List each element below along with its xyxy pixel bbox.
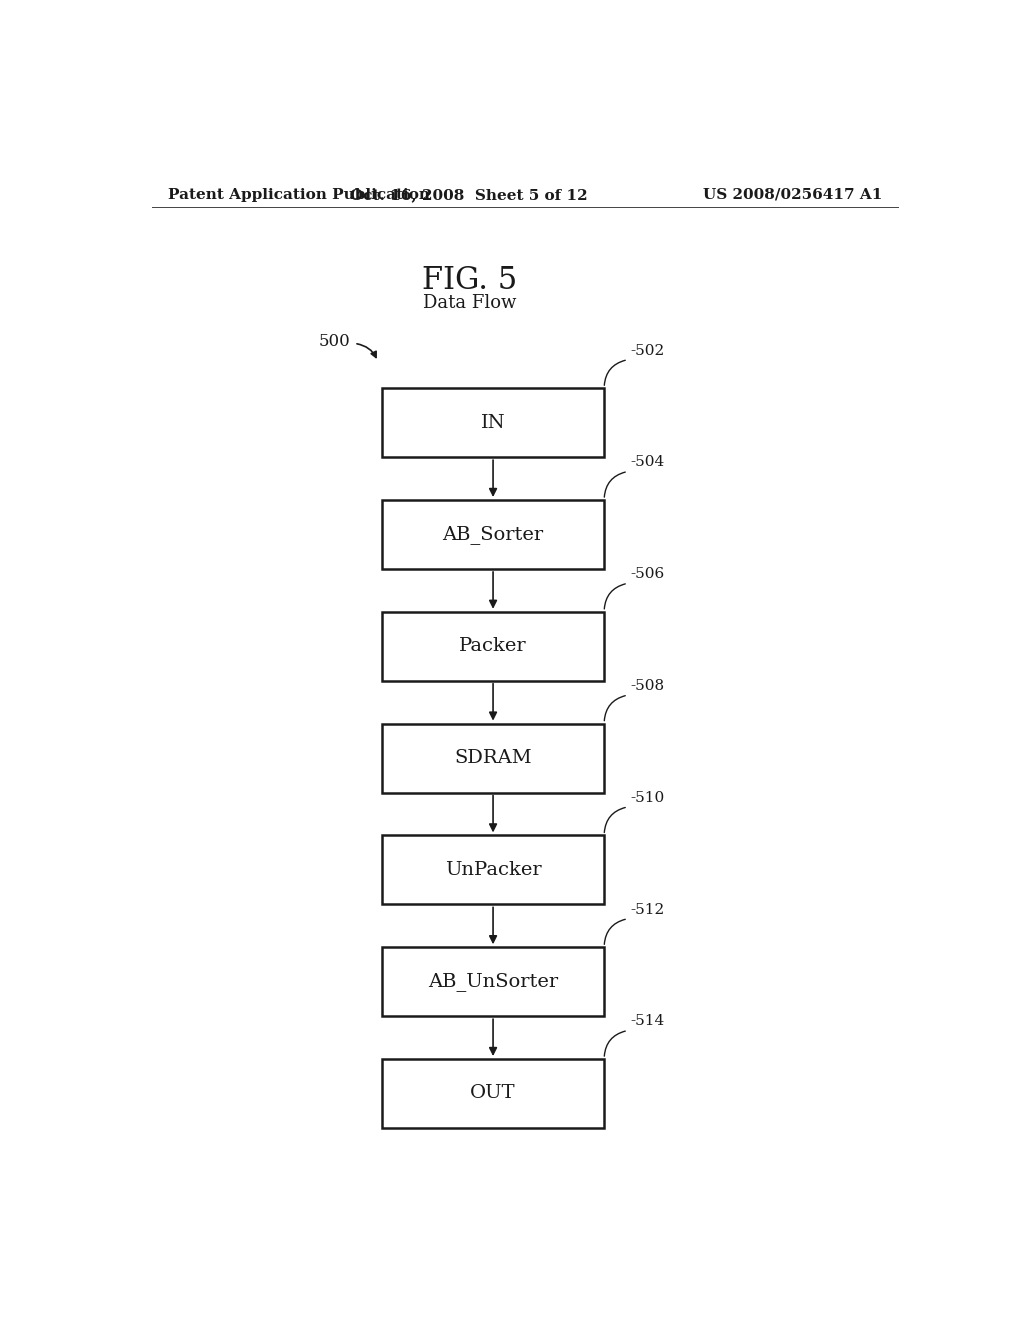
Text: Oct. 16, 2008  Sheet 5 of 12: Oct. 16, 2008 Sheet 5 of 12	[350, 187, 588, 202]
Text: IN: IN	[480, 413, 506, 432]
Text: -508: -508	[631, 678, 665, 693]
Bar	[382, 836, 604, 904]
Text: 500: 500	[318, 333, 350, 350]
Bar	[382, 948, 604, 1016]
Text: -512: -512	[631, 903, 665, 916]
Text: -502: -502	[631, 343, 665, 358]
Text: Patent Application Publication: Patent Application Publication	[168, 187, 430, 202]
Text: -510: -510	[631, 791, 665, 805]
Text: -504: -504	[631, 455, 665, 470]
Bar	[382, 723, 604, 792]
Text: SDRAM: SDRAM	[455, 748, 531, 767]
Text: AB_UnSorter: AB_UnSorter	[428, 973, 558, 991]
Text: OUT: OUT	[470, 1085, 516, 1102]
Text: -506: -506	[631, 568, 665, 581]
Text: UnPacker: UnPacker	[444, 861, 542, 879]
Text: AB_Sorter: AB_Sorter	[442, 525, 544, 544]
Text: Data Flow: Data Flow	[423, 294, 516, 312]
Bar	[382, 388, 604, 457]
Bar	[382, 611, 604, 681]
Text: FIG. 5: FIG. 5	[422, 265, 517, 296]
Text: US 2008/0256417 A1: US 2008/0256417 A1	[702, 187, 882, 202]
Bar	[382, 500, 604, 569]
Text: Packer: Packer	[459, 638, 527, 655]
Bar	[382, 1059, 604, 1129]
Text: -514: -514	[631, 1015, 665, 1028]
